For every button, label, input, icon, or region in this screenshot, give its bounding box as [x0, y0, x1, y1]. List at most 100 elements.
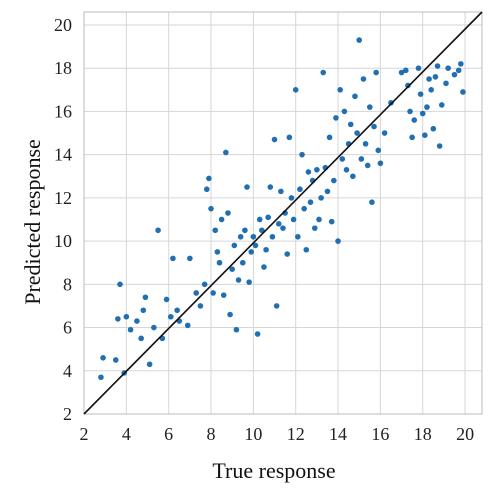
data-point [269, 233, 276, 240]
data-point [371, 123, 377, 130]
data-point [174, 307, 180, 314]
data-point [360, 76, 367, 82]
y-axis-title: Predicted response [20, 139, 45, 305]
identity-line [83, 11, 483, 415]
data-point [292, 87, 299, 93]
data-point [138, 335, 144, 342]
data-point [419, 110, 426, 117]
data-point [407, 108, 413, 115]
data-point [146, 361, 153, 368]
y-tick-label: 14 [54, 145, 72, 165]
data-point [100, 355, 106, 361]
data-point [415, 65, 422, 71]
data-point [242, 227, 248, 234]
data-point [328, 218, 335, 225]
data-point [358, 156, 365, 162]
tick-labels: 2 4 6 8 10 12 14 16 18 20 2 4 6 8 10 12 14 16 18 20 [54, 15, 474, 444]
data-point [305, 169, 312, 175]
x-tick-label: 4 [122, 424, 131, 444]
data-point [324, 188, 331, 195]
data-point [347, 121, 354, 128]
data-point [212, 227, 219, 234]
data-point [339, 156, 346, 162]
x-tick-label: 14 [329, 424, 347, 444]
data-point [261, 264, 267, 270]
data-point [428, 87, 434, 93]
data-point [142, 294, 149, 301]
x-tick-label: 8 [207, 424, 216, 444]
data-point [333, 115, 339, 121]
data-point [170, 255, 176, 262]
data-point [278, 188, 284, 195]
data-point [303, 246, 310, 253]
data-point [381, 130, 388, 136]
data-point [432, 74, 439, 80]
data-point [229, 266, 235, 272]
data-point [220, 292, 227, 298]
data-point [206, 175, 212, 182]
data-point [369, 199, 375, 205]
data-point [326, 134, 333, 141]
reference-line [83, 11, 483, 415]
data-point [235, 277, 242, 283]
data-point [223, 149, 229, 156]
data-point [320, 69, 327, 76]
data-point [203, 186, 210, 193]
x-tick-label: 20 [456, 424, 474, 444]
plot-frame [83, 11, 483, 415]
data-point [307, 199, 314, 205]
data-point [123, 313, 130, 320]
data-point [163, 296, 170, 303]
data-point [314, 166, 320, 173]
data-point [275, 221, 282, 227]
data-point [436, 143, 443, 149]
x-tick-label: 16 [371, 424, 389, 444]
data-point [366, 104, 373, 110]
data-point [225, 210, 231, 216]
data-point [265, 214, 271, 221]
data-point [134, 318, 140, 324]
data-point [286, 134, 293, 141]
data-point [271, 136, 278, 143]
data-point [233, 326, 240, 333]
data-point [434, 63, 441, 69]
data-point [267, 184, 274, 190]
data-point [375, 147, 382, 154]
data-point [193, 290, 200, 296]
data-point [443, 80, 449, 87]
data-point [155, 227, 161, 234]
data-point [455, 67, 462, 74]
data-point [112, 357, 119, 363]
y-tick-label: 6 [63, 318, 72, 338]
data-point [364, 162, 371, 169]
data-point [409, 134, 415, 141]
data-point [210, 290, 216, 296]
data-point [460, 89, 466, 95]
data-point [398, 69, 405, 76]
data-point [127, 326, 134, 333]
data-point [318, 195, 324, 201]
data-point [151, 324, 157, 331]
data-point [248, 249, 255, 255]
data-point [402, 67, 409, 74]
data-point [273, 303, 280, 309]
data-point [341, 108, 348, 115]
data-point [115, 316, 121, 322]
data-point [350, 173, 356, 180]
data-point [117, 281, 123, 288]
data-point [250, 233, 257, 240]
data-point [297, 186, 303, 193]
y-tick-label: 2 [63, 404, 72, 424]
data-point [237, 233, 244, 240]
data-point [422, 132, 428, 138]
data-point [356, 37, 363, 43]
data-point [301, 205, 307, 212]
data-point [377, 160, 384, 167]
data-point [458, 61, 464, 67]
data-point [331, 177, 337, 184]
data-point [373, 69, 379, 76]
data-point [284, 251, 291, 257]
y-tick-label: 8 [63, 274, 72, 294]
